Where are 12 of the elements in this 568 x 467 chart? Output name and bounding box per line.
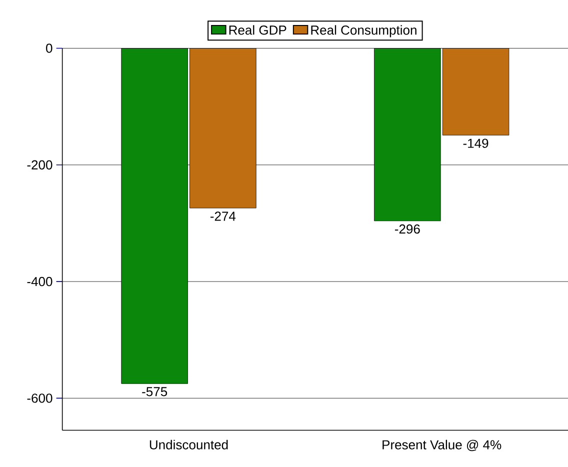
x-tick-label: Present Value @ 4% bbox=[382, 440, 502, 451]
data-label: -575 bbox=[142, 386, 168, 396]
data-label: -274 bbox=[210, 211, 236, 220]
y-tick-label: -600 bbox=[27, 393, 52, 403]
data-label: -296 bbox=[394, 224, 420, 234]
y-tick-label: -200 bbox=[27, 160, 52, 170]
legend-label: Real Consumption bbox=[311, 24, 416, 38]
y-tick-label: -400 bbox=[27, 276, 52, 286]
data-label: -149 bbox=[463, 138, 488, 148]
y-tick-label: 0 bbox=[46, 43, 52, 53]
legend-label: Real GDP bbox=[229, 24, 286, 34]
x-tick-label: Undiscounted bbox=[150, 440, 228, 450]
